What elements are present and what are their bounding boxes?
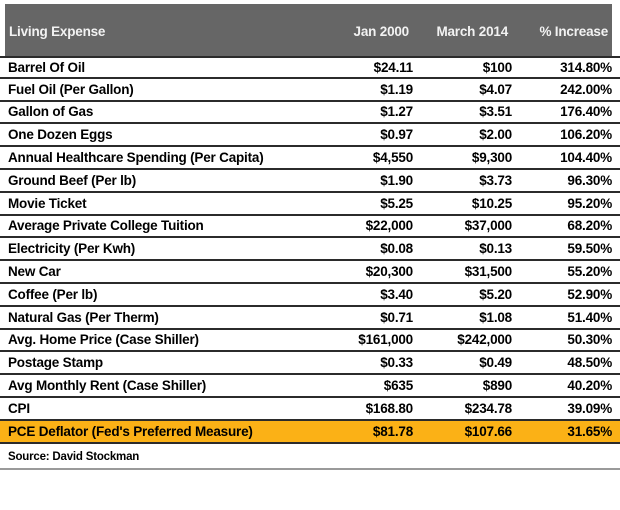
march-2014-cell: $10.25: [471, 195, 512, 211]
march-2014-cell: $107.66: [464, 423, 513, 439]
percent-increase-cell: 52.90%: [567, 286, 612, 302]
march-2014-cell: $37,000: [464, 218, 513, 234]
table-row: Avg Monthly Rent (Case Shiller) $635 $89…: [0, 375, 620, 398]
percent-increase-cell: 50.30%: [567, 332, 612, 348]
percent-increase-cell: 40.20%: [567, 378, 612, 394]
march-2014-cell: $242,000: [457, 332, 512, 348]
table-row: Annual Healthcare Spending (Per Capita) …: [0, 147, 620, 170]
march-2014-cell: $0.13: [479, 241, 512, 257]
percent-increase-cell: 39.09%: [567, 400, 612, 416]
table-row: Natural Gas (Per Therm) $0.71 $1.08 51.4…: [0, 306, 620, 330]
expense-cell: One Dozen Eggs: [8, 127, 113, 143]
table-row: One Dozen Eggs $0.97 $2.00 106.20%: [0, 124, 620, 148]
jan-2000-cell: $24.11: [373, 59, 414, 75]
expense-cell: Natural Gas (Per Therm): [8, 309, 159, 325]
march-2014-cell: $100: [482, 59, 512, 75]
percent-increase-cell: 55.20%: [567, 264, 612, 280]
jan-2000-cell: $1.27: [380, 104, 413, 120]
jan-2000-cell: $22,000: [365, 218, 414, 234]
table-row: Postage Stamp $0.33 $0.49 48.50%: [0, 352, 620, 376]
jan-2000-cell: $1.19: [380, 81, 413, 97]
table-row: Avg. Home Price (Case Shiller) $161,000 …: [0, 329, 620, 353]
march-2014-cell: $9,300: [471, 150, 512, 166]
table-row: Electricity (Per Kwh) $0.08 $0.13 59.50%: [0, 238, 620, 262]
expense-cell: Gallon of Gas: [8, 104, 94, 120]
expense-cell: Postage Stamp: [8, 355, 103, 371]
percent-increase-cell: 106.20%: [560, 127, 612, 143]
table-row: Ground Beef (Per lb) $1.90 $3.73 96.30%: [0, 169, 620, 193]
column-header-percent-increase: % Increase: [539, 23, 608, 39]
table-row-highlighted-pce-deflator: PCE Deflator (Fed's Preferred Measure) $…: [0, 420, 620, 444]
jan-2000-cell: $0.08: [380, 241, 413, 257]
march-2014-cell: $2.00: [479, 127, 512, 143]
percent-increase-cell: 96.30%: [567, 172, 612, 188]
table-row: Gallon of Gas $1.27 $3.51 176.40%: [0, 101, 620, 125]
percent-increase-cell: 314.80%: [560, 59, 612, 75]
jan-2000-cell: $1.90: [380, 172, 413, 188]
jan-2000-cell: $635: [383, 378, 413, 394]
percent-increase-cell: 59.50%: [567, 241, 612, 257]
table-row: Coffee (Per lb) $3.40 $5.20 52.90%: [0, 283, 620, 307]
expense-cell: Movie Ticket: [8, 195, 87, 211]
march-2014-cell: $31,500: [464, 264, 513, 280]
percent-increase-cell: 48.50%: [567, 355, 612, 371]
percent-increase-cell: 68.20%: [567, 218, 612, 234]
march-2014-cell: $890: [482, 378, 512, 394]
expense-cell: Ground Beef (Per lb): [8, 172, 137, 188]
jan-2000-cell: $0.71: [380, 309, 413, 325]
jan-2000-cell: $0.97: [380, 127, 413, 143]
jan-2000-cell: $0.33: [380, 355, 413, 371]
expense-cell: Average Private College Tuition: [8, 218, 204, 234]
jan-2000-cell: $4,550: [372, 150, 413, 166]
march-2014-cell: $3.73: [479, 172, 512, 188]
jan-2000-cell: $81.78: [372, 423, 413, 439]
table-body: Barrel Of Oil $24.11 $100 314.80% Fuel O…: [0, 56, 620, 444]
table-row: CPI $168.80 $234.78 39.09%: [0, 397, 620, 421]
march-2014-cell: $0.49: [479, 355, 512, 371]
jan-2000-cell: $3.40: [380, 286, 413, 302]
living-expense-table: Living Expense Jan 2000 March 2014 % Inc…: [0, 4, 620, 510]
jan-2000-cell: $20,300: [365, 264, 414, 280]
expense-cell: Avg. Home Price (Case Shiller): [8, 332, 199, 348]
expense-cell: Fuel Oil (Per Gallon): [8, 81, 134, 97]
bottom-divider: [0, 467, 620, 470]
march-2014-cell: $5.20: [479, 286, 512, 302]
percent-increase-cell: 104.40%: [560, 150, 612, 166]
expense-cell: Electricity (Per Kwh): [8, 241, 136, 257]
march-2014-cell: $1.08: [479, 309, 512, 325]
column-header-living-expense: Living Expense: [9, 23, 106, 39]
table-row: Movie Ticket $5.25 $10.25 95.20%: [0, 192, 620, 216]
expense-cell: PCE Deflator (Fed's Preferred Measure): [8, 423, 253, 439]
percent-increase-cell: 176.40%: [560, 104, 612, 120]
table-row: New Car $20,300 $31,500 55.20%: [0, 261, 620, 284]
jan-2000-cell: $168.80: [365, 400, 414, 416]
jan-2000-cell: $161,000: [358, 332, 413, 348]
table-row: Average Private College Tuition $22,000 …: [0, 215, 620, 239]
table-header-row: Living Expense Jan 2000 March 2014 % Inc…: [5, 4, 612, 56]
percent-increase-cell: 242.00%: [560, 81, 612, 97]
table-row: Fuel Oil (Per Gallon) $1.19 $4.07 242.00…: [0, 78, 620, 102]
expense-cell: CPI: [8, 400, 30, 416]
percent-increase-cell: 95.20%: [567, 195, 612, 211]
percent-increase-cell: 51.40%: [567, 309, 612, 325]
expense-cell: Avg Monthly Rent (Case Shiller): [8, 378, 207, 394]
march-2014-cell: $4.07: [479, 81, 512, 97]
expense-cell: Barrel Of Oil: [8, 59, 85, 75]
table-row: Barrel Of Oil $24.11 $100 314.80%: [0, 56, 620, 79]
percent-increase-cell: 31.65%: [567, 423, 612, 439]
column-header-jan-2000: Jan 2000: [353, 23, 410, 39]
expense-cell: Annual Healthcare Spending (Per Capita): [8, 150, 264, 166]
jan-2000-cell: $5.25: [380, 195, 413, 211]
expense-cell: New Car: [8, 264, 61, 280]
source-attribution: Source: David Stockman: [8, 450, 140, 463]
march-2014-cell: $3.51: [479, 104, 512, 120]
march-2014-cell: $234.78: [464, 400, 513, 416]
column-header-march-2014: March 2014: [436, 23, 508, 39]
expense-cell: Coffee (Per lb): [8, 286, 98, 302]
